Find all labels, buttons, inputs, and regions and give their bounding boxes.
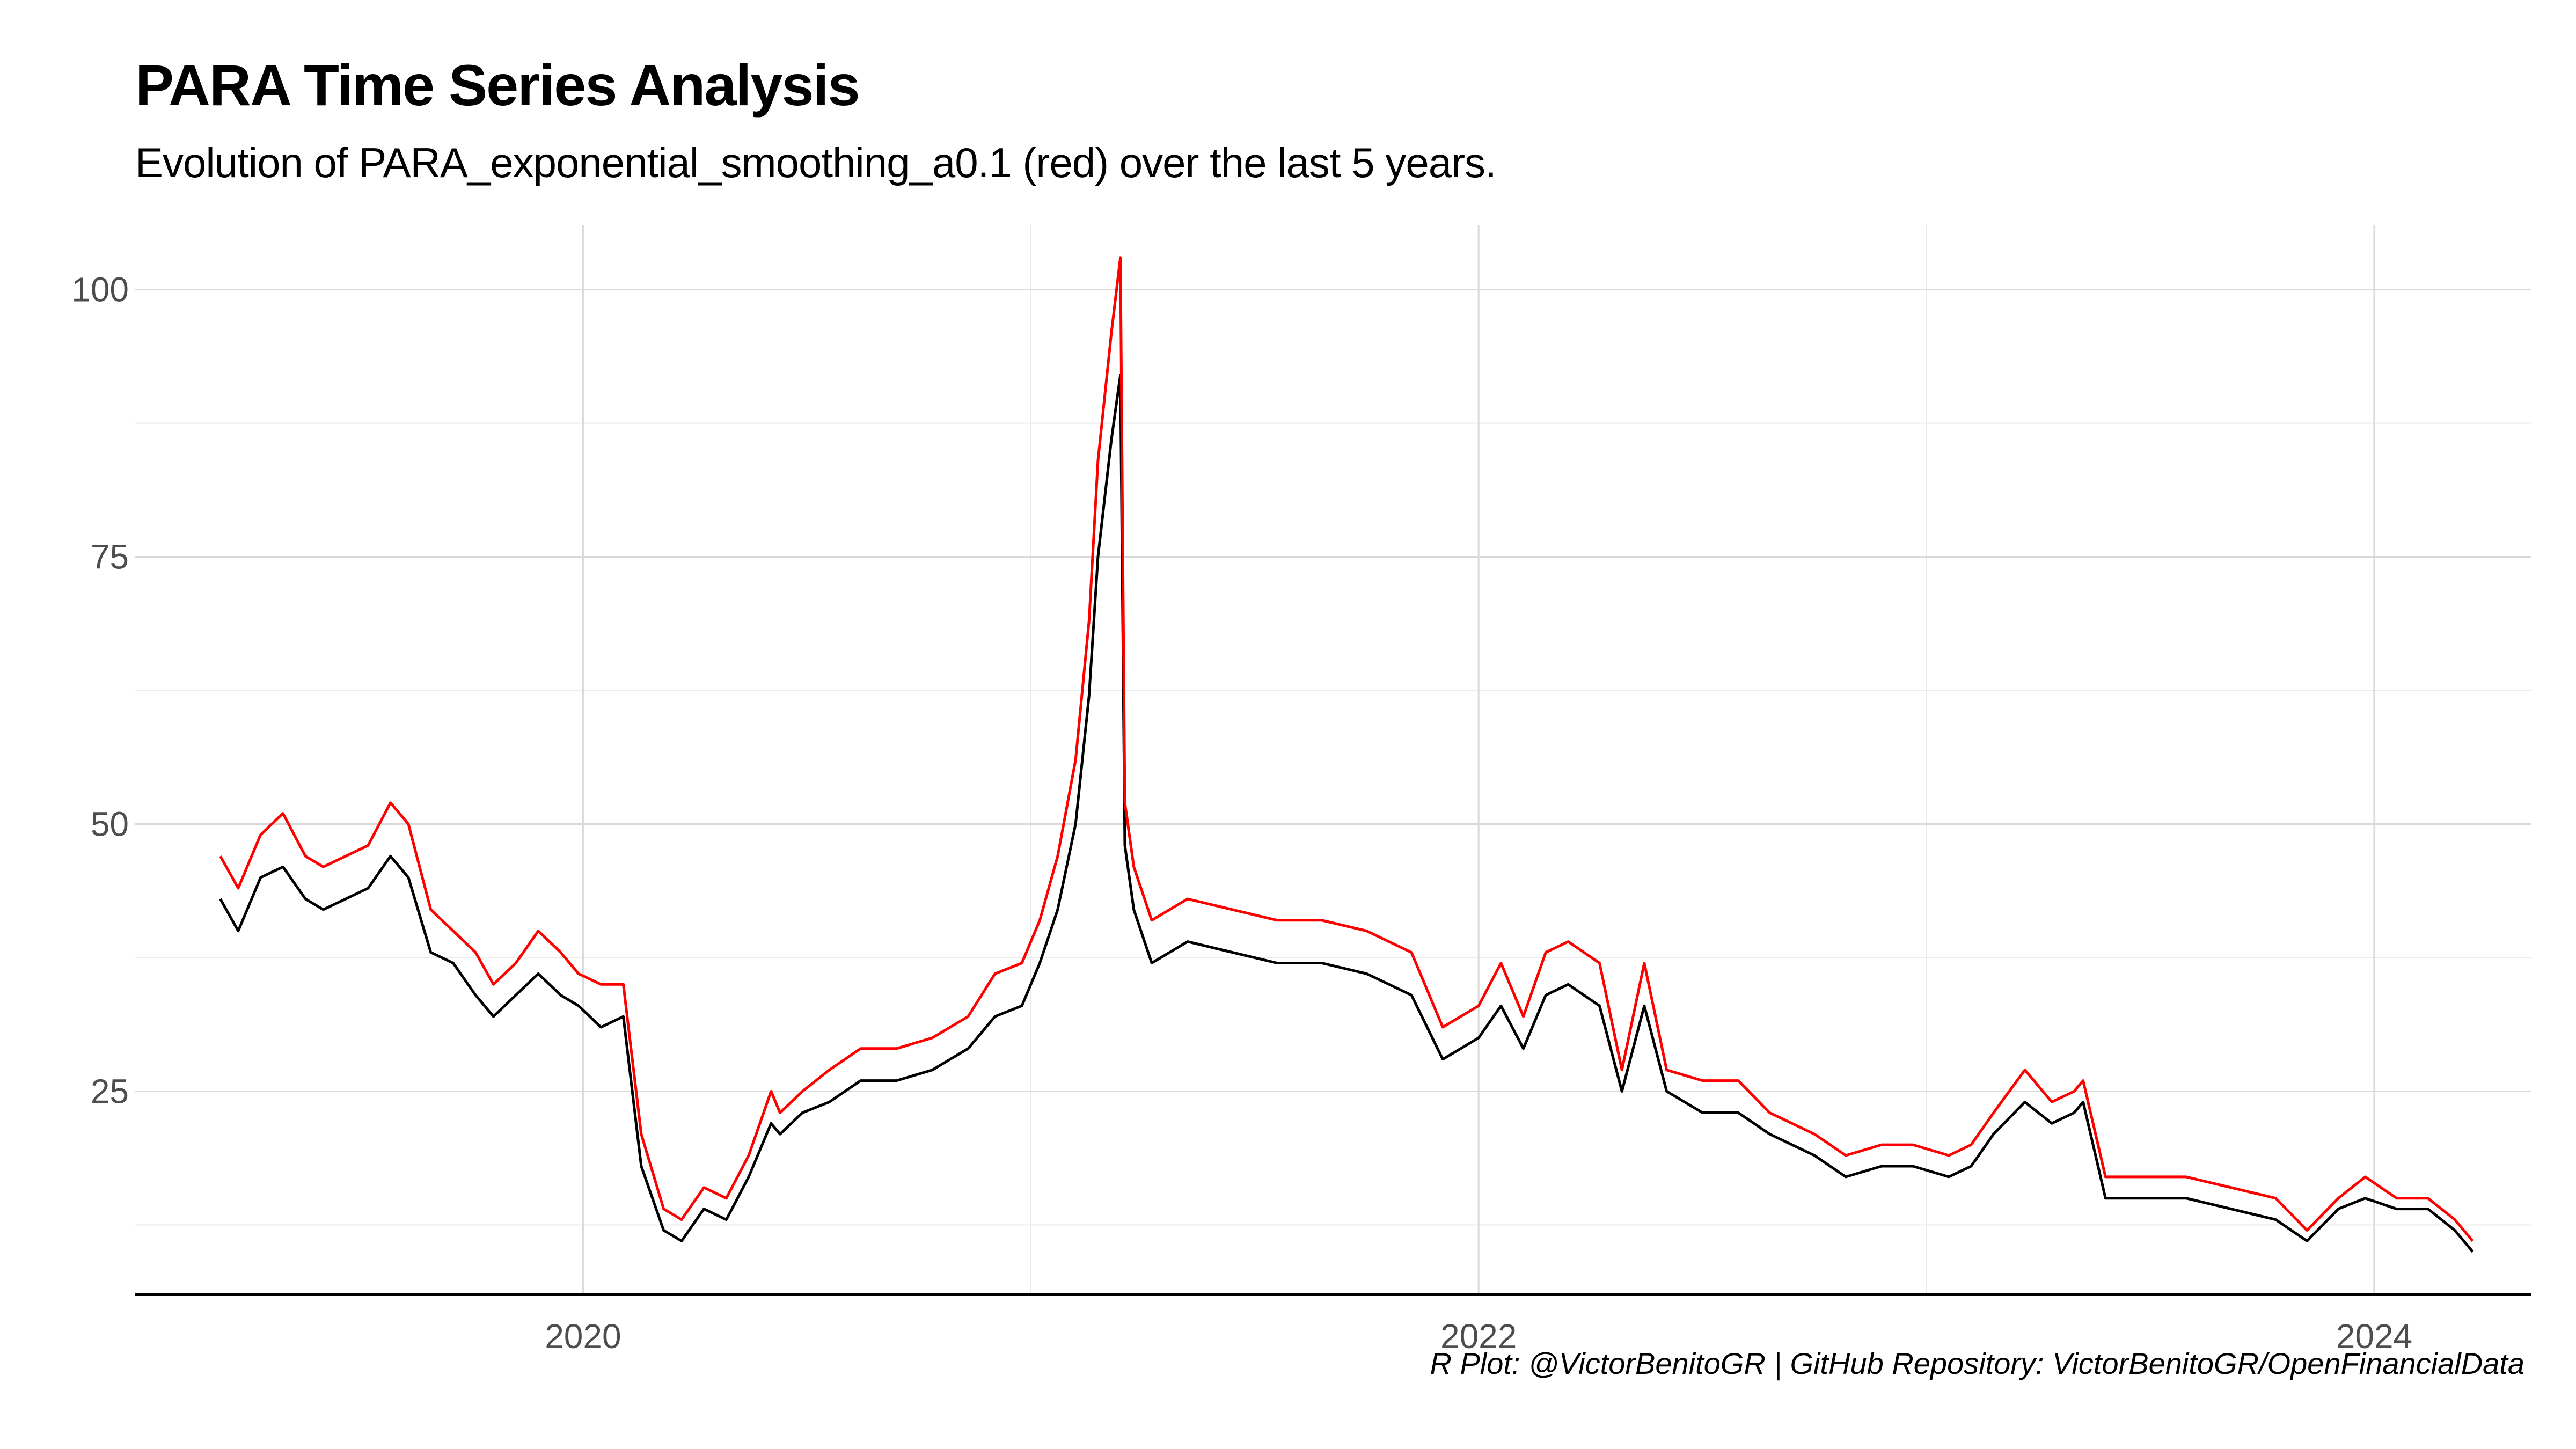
chart-series-layer — [219, 256, 2474, 1253]
x-tick-label: 2022 — [1440, 1317, 1517, 1356]
chart-caption: R Plot: @VictorBenitoGR | GitHub Reposit… — [1430, 1346, 2524, 1380]
y-tick-label: 75 — [91, 538, 129, 576]
page-title: PARA Time Series Analysis — [135, 53, 860, 118]
y-axis-ticks: 25 50 75 100 — [71, 270, 129, 1111]
x-tick-label: 2024 — [2336, 1317, 2412, 1356]
x-axis-ticks: 2020 2022 2024 — [545, 1317, 2412, 1356]
page-subtitle: Evolution of PARA_exponential_smoothing_… — [135, 139, 1497, 186]
y-tick-label: 100 — [71, 270, 129, 309]
series-line-smoothing — [219, 256, 2474, 1242]
y-tick-label: 25 — [91, 1072, 129, 1111]
series-line-price — [219, 374, 2474, 1253]
y-tick-label: 50 — [91, 805, 129, 844]
x-tick-label: 2020 — [545, 1317, 621, 1356]
chart-grid — [135, 225, 2531, 1294]
